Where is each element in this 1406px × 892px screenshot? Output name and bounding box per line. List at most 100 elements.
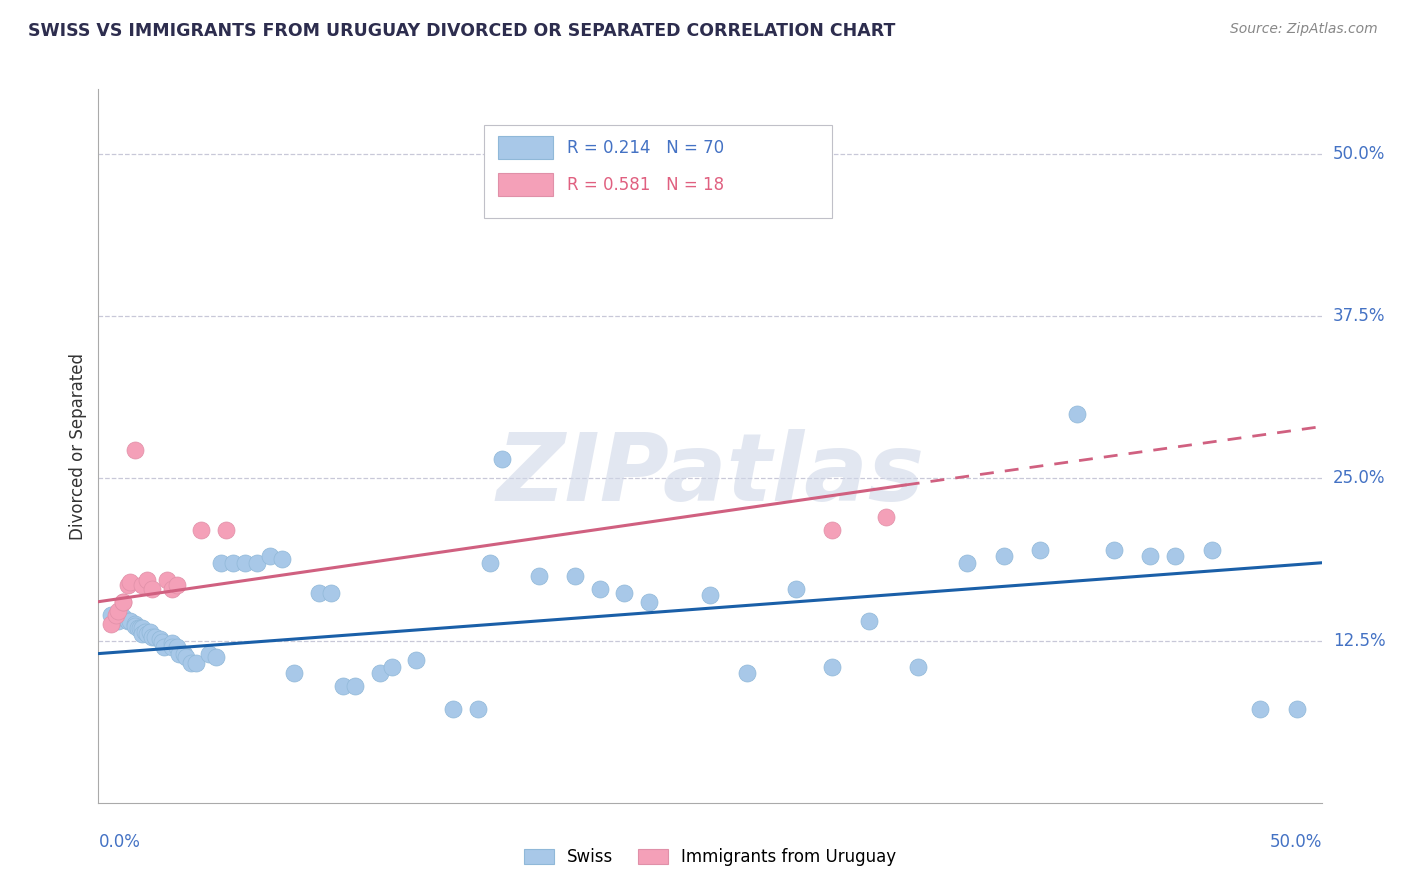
- Point: [1164, 549, 1187, 564]
- Point: [405, 653, 427, 667]
- Point: [141, 582, 163, 596]
- Point: [149, 632, 172, 647]
- Point: [136, 573, 159, 587]
- FancyBboxPatch shape: [498, 173, 554, 196]
- Point: [120, 614, 142, 628]
- Point: [1201, 542, 1223, 557]
- Point: [141, 630, 163, 644]
- Point: [197, 647, 219, 661]
- Text: 0.0%: 0.0%: [98, 833, 141, 851]
- Point: [368, 666, 391, 681]
- Point: [111, 595, 134, 609]
- Point: [166, 578, 188, 592]
- Point: [167, 647, 190, 661]
- Point: [120, 575, 142, 590]
- Point: [160, 582, 183, 596]
- Point: [110, 610, 132, 624]
- Point: [107, 614, 129, 628]
- Point: [1029, 542, 1052, 557]
- Point: [222, 556, 245, 570]
- Point: [129, 621, 152, 635]
- Point: [117, 578, 139, 592]
- Point: [467, 702, 489, 716]
- Point: [190, 524, 212, 538]
- Point: [111, 595, 134, 609]
- Point: [993, 549, 1015, 564]
- Text: 50.0%: 50.0%: [1333, 145, 1385, 163]
- Point: [150, 635, 173, 649]
- Point: [564, 568, 586, 582]
- Point: [107, 604, 129, 618]
- Point: [785, 582, 807, 596]
- Point: [176, 650, 198, 665]
- Point: [527, 568, 550, 582]
- Point: [478, 556, 501, 570]
- Point: [131, 627, 153, 641]
- Point: [1066, 407, 1088, 421]
- Point: [589, 582, 612, 596]
- Point: [104, 607, 127, 622]
- Point: [131, 578, 153, 592]
- Point: [956, 556, 979, 570]
- Point: [907, 659, 929, 673]
- Point: [283, 666, 305, 681]
- Point: [699, 588, 721, 602]
- Point: [160, 636, 183, 650]
- Point: [613, 585, 636, 599]
- Point: [246, 556, 269, 570]
- Point: [821, 659, 844, 673]
- Point: [821, 524, 844, 538]
- Point: [100, 616, 122, 631]
- Text: SWISS VS IMMIGRANTS FROM URUGUAY DIVORCED OR SEPARATED CORRELATION CHART: SWISS VS IMMIGRANTS FROM URUGUAY DIVORCE…: [28, 22, 896, 40]
- Point: [1286, 702, 1309, 716]
- Point: [166, 640, 188, 654]
- Text: 12.5%: 12.5%: [1333, 632, 1385, 649]
- Text: Source: ZipAtlas.com: Source: ZipAtlas.com: [1230, 22, 1378, 37]
- Point: [139, 624, 162, 639]
- Point: [319, 585, 342, 599]
- Point: [233, 556, 256, 570]
- Point: [344, 679, 367, 693]
- Point: [131, 621, 153, 635]
- Point: [308, 585, 330, 599]
- Point: [136, 627, 159, 641]
- Point: [637, 595, 661, 609]
- Point: [111, 610, 134, 624]
- Point: [117, 614, 139, 628]
- Point: [270, 552, 294, 566]
- Point: [1102, 542, 1125, 557]
- Point: [186, 656, 208, 670]
- Point: [1139, 549, 1161, 564]
- Point: [381, 659, 404, 673]
- Point: [491, 452, 513, 467]
- Point: [104, 610, 127, 624]
- FancyBboxPatch shape: [498, 136, 554, 159]
- Legend: Swiss, Immigrants from Uruguay: Swiss, Immigrants from Uruguay: [523, 847, 897, 866]
- Point: [332, 679, 354, 693]
- Text: ZIPatlas: ZIPatlas: [496, 428, 924, 521]
- Point: [156, 573, 179, 587]
- Point: [858, 614, 880, 628]
- Point: [100, 607, 122, 622]
- Point: [205, 650, 228, 665]
- Point: [441, 702, 464, 716]
- Text: 37.5%: 37.5%: [1333, 307, 1385, 326]
- Point: [173, 647, 195, 661]
- Point: [153, 640, 176, 654]
- Point: [180, 656, 202, 670]
- Point: [127, 621, 149, 635]
- Point: [143, 630, 166, 644]
- Text: R = 0.214   N = 70: R = 0.214 N = 70: [567, 139, 724, 157]
- Point: [735, 666, 758, 681]
- Point: [160, 640, 183, 654]
- Y-axis label: Divorced or Separated: Divorced or Separated: [69, 352, 87, 540]
- Point: [124, 442, 146, 457]
- FancyBboxPatch shape: [484, 125, 832, 218]
- Point: [1249, 702, 1271, 716]
- Point: [214, 524, 236, 538]
- Point: [209, 556, 232, 570]
- Point: [134, 624, 156, 639]
- Point: [259, 549, 281, 564]
- Text: 25.0%: 25.0%: [1333, 469, 1385, 487]
- Text: R = 0.581   N = 18: R = 0.581 N = 18: [567, 176, 724, 194]
